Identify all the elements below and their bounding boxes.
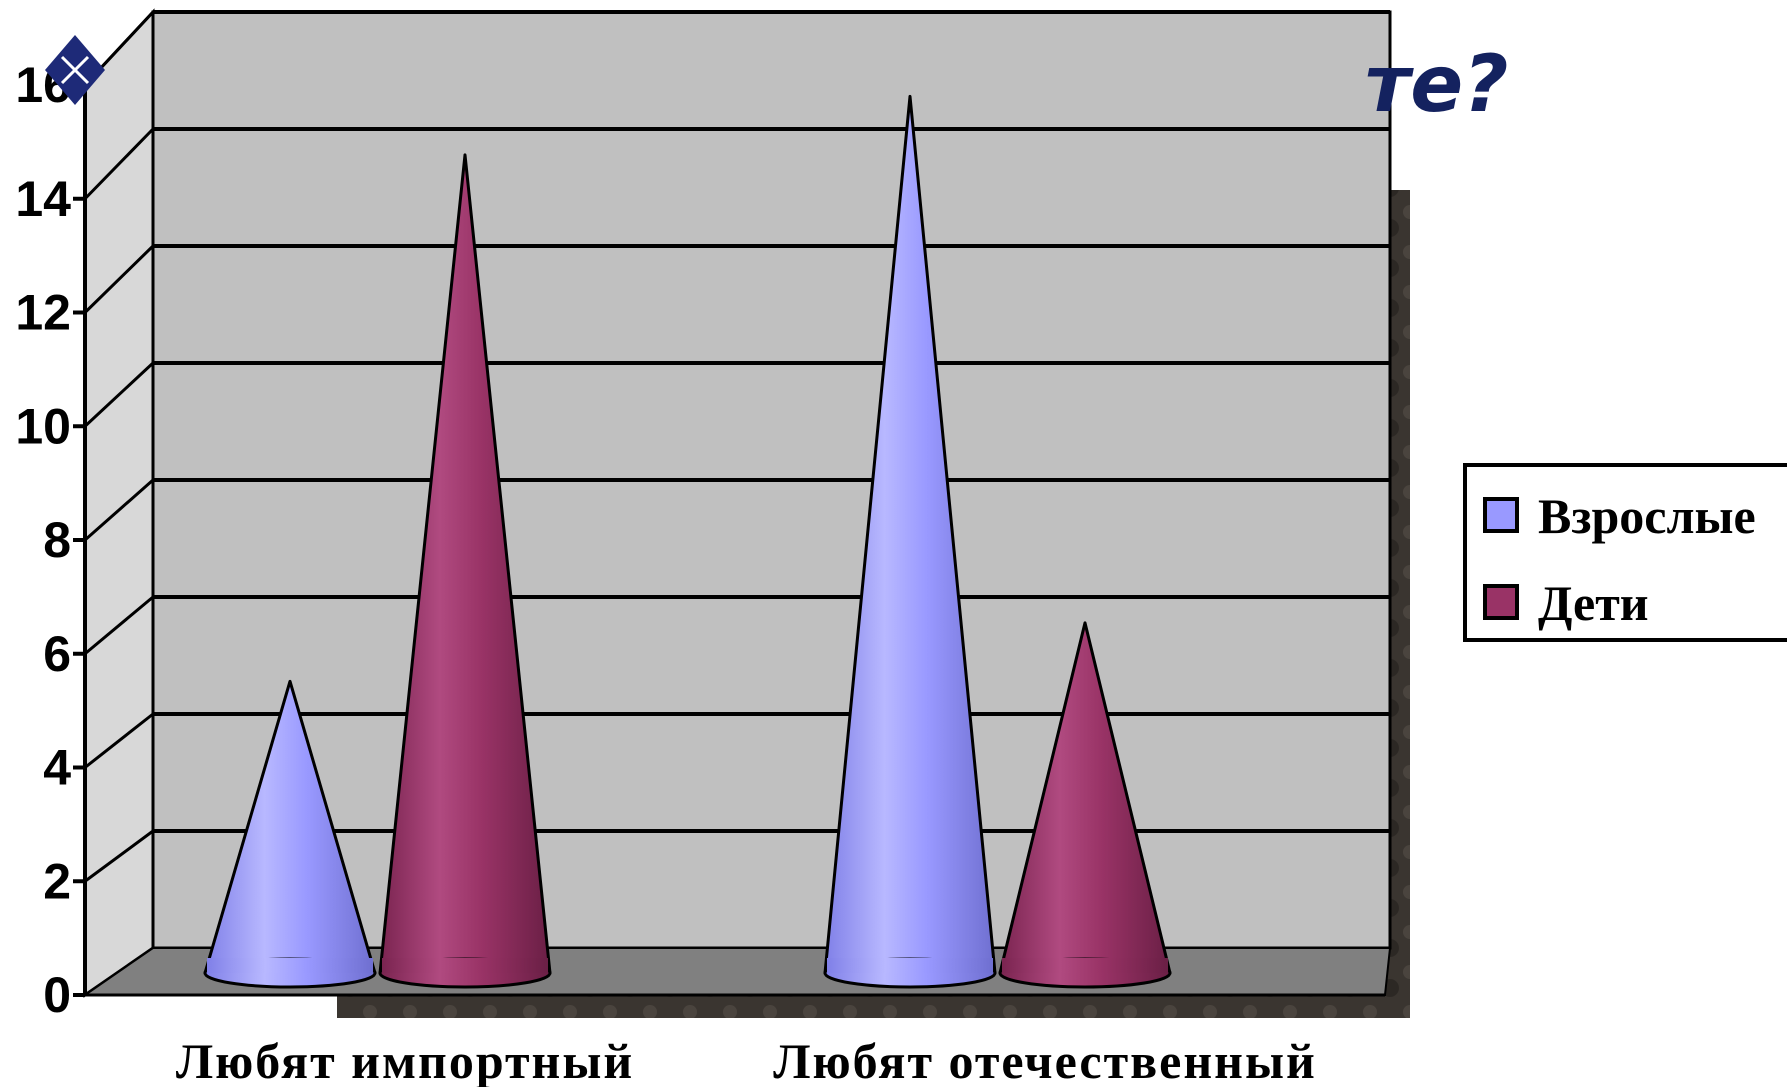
- cone-base-fill: [382, 958, 548, 973]
- y-tick-label: 2: [43, 853, 71, 909]
- y-tick-label: 12: [15, 285, 71, 341]
- cone-mark: [203, 679, 377, 989]
- cone-base-fill: [1002, 958, 1168, 973]
- y-tick-label: 6: [43, 626, 71, 682]
- gridline-side: [84, 595, 154, 655]
- title-fragment: те?: [1365, 40, 1509, 130]
- legend: Взрослые Дети: [1463, 463, 1787, 642]
- y-tick-label: 0: [43, 967, 71, 1023]
- gridline-side: [84, 712, 154, 769]
- gridline-side: [83, 244, 155, 314]
- cone-base-fill: [827, 958, 993, 973]
- legend-swatch: [1483, 497, 1519, 533]
- legend-swatch: [1483, 584, 1519, 620]
- chart-side-wall: [83, 8, 155, 998]
- cone-mark: [823, 94, 997, 989]
- gridline-side: [84, 478, 154, 542]
- y-tick-label: 4: [43, 740, 71, 796]
- gridline-side: [84, 829, 154, 883]
- gridline-side: [83, 361, 155, 428]
- legend-label: Взрослые: [1538, 488, 1756, 544]
- cone-mark: [378, 153, 552, 989]
- cone-base-fill: [207, 958, 373, 973]
- y-tick-label: 8: [43, 512, 71, 568]
- cone-mark: [998, 621, 1172, 989]
- x-category-label: Любят отечественный: [773, 1033, 1317, 1087]
- gridline-side: [83, 127, 155, 200]
- diamond-bullet-icon: [45, 35, 105, 105]
- y-tick-label: 10: [15, 398, 71, 454]
- x-category-label: Любят импортный: [176, 1033, 634, 1087]
- legend-label: Дети: [1538, 575, 1649, 631]
- y-tick-label: 14: [15, 171, 71, 227]
